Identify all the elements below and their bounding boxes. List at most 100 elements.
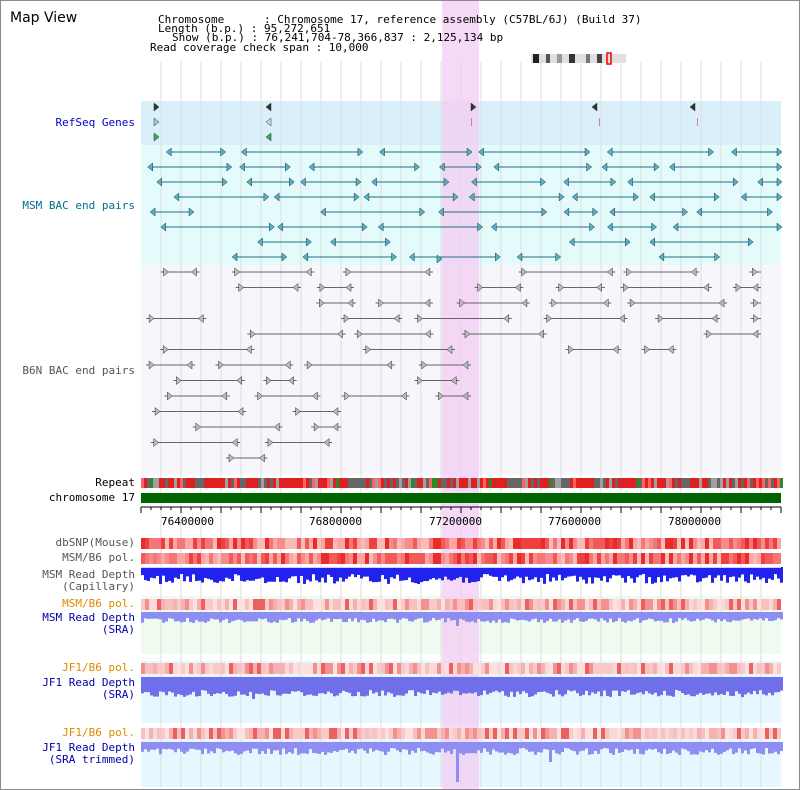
repeat-segment: [465, 478, 468, 488]
heatmap-cell: [165, 728, 169, 739]
read-depth-bar: [759, 742, 762, 754]
read-depth-bar: [690, 742, 693, 755]
heatmap-cell: [477, 728, 481, 739]
heatmap-cell: [601, 663, 605, 674]
read-depth-bar: [654, 742, 657, 749]
read-depth-bar: [765, 612, 768, 619]
read-depth-bar: [393, 742, 396, 749]
read-depth-bar: [324, 742, 327, 755]
bac-end-arrow: [752, 267, 758, 277]
heatmap-cell: [473, 538, 477, 549]
read-depth-bar: [639, 677, 642, 693]
heatmap-cell: [685, 728, 689, 739]
heatmap-cell: [485, 538, 489, 549]
read-depth-bar: [396, 677, 399, 696]
read-depth-bar: [216, 742, 219, 749]
heatmap-cell: [577, 599, 581, 610]
heatmap-cell: [621, 728, 625, 739]
bac-end-arrow: [644, 344, 650, 355]
read-depth-bar: [201, 742, 204, 755]
repeat-segment: [222, 478, 225, 488]
read-depth-bar: [438, 612, 441, 620]
track-label-msm-bac[interactable]: MSM BAC end pairs: [22, 199, 135, 212]
heatmap-cell: [281, 663, 285, 674]
highlight-region: [442, 1, 479, 789]
heatmap-cell: [409, 728, 413, 739]
read-depth-bar: [393, 677, 396, 697]
repeat-segment: [165, 478, 168, 488]
repeat-segment: [315, 478, 318, 488]
read-depth-bar: [534, 612, 537, 619]
heatmap-cell: [385, 728, 389, 739]
heatmap-cell: [753, 728, 757, 739]
read-depth-bar: [753, 567, 756, 580]
read-depth-bar: [651, 567, 654, 584]
bac-end-arrow: [308, 162, 315, 172]
read-depth-bar: [165, 612, 168, 622]
read-depth-bar: [327, 567, 330, 575]
repeat-segment: [543, 478, 546, 488]
track-label-jf1-read-depth-sra-sub: (SRA): [101, 688, 135, 701]
bac-end-arrow: [767, 207, 773, 217]
bac-end-arrow: [651, 222, 657, 232]
read-depth-bar: [462, 567, 465, 583]
repeat-segment: [693, 478, 696, 488]
read-depth-bar: [693, 612, 696, 622]
heatmap-cell: [521, 538, 525, 549]
heatmap-cell: [417, 599, 421, 610]
heatmap-cell: [741, 663, 745, 674]
heatmap-cell: [613, 553, 617, 564]
track-label-chromosome: chromosome 17: [48, 491, 135, 504]
heatmap-cell: [249, 553, 253, 564]
track-label-refseq[interactable]: RefSeq Genes: [55, 116, 135, 129]
read-depth-bar: [465, 742, 468, 754]
read-depth-bar: [315, 612, 318, 621]
heatmap-cell: [657, 663, 661, 674]
repeat-segment: [585, 478, 588, 488]
heatmap-cell: [569, 538, 573, 549]
heatmap-cell: [577, 538, 581, 549]
read-depth-bar: [426, 742, 429, 753]
heatmap-cell: [641, 538, 645, 549]
read-depth-bar: [270, 612, 273, 623]
read-depth-bar: [633, 567, 636, 583]
track-label-b6n-bac[interactable]: B6N BAC end pairs: [22, 364, 135, 377]
heatmap-cell: [629, 599, 633, 610]
heatmap-cell: [777, 538, 781, 549]
read-depth-bar: [705, 742, 708, 751]
read-depth-bar: [477, 567, 480, 582]
repeat-segment: [648, 478, 651, 488]
bac-end-arrow: [153, 437, 160, 448]
read-depth-bar: [576, 567, 579, 582]
repeat-segment: [288, 478, 291, 488]
heatmap-cell: [293, 538, 297, 549]
read-depth-bar: [201, 567, 204, 583]
bac-end-arrow: [344, 391, 351, 401]
bac-end-arrow: [657, 313, 664, 324]
heatmap-cell: [497, 728, 501, 739]
heatmap-cell: [549, 538, 553, 549]
heatmap-cell: [653, 728, 657, 739]
bac-end-arrow: [521, 267, 528, 277]
heatmap-cell: [265, 728, 269, 739]
read-depth-bar: [417, 742, 420, 749]
bac-end-arrow: [263, 192, 270, 202]
read-depth-bar: [222, 677, 225, 692]
read-depth-bar: [291, 612, 294, 623]
heatmap-cell: [713, 553, 717, 564]
heatmap-cell: [705, 599, 709, 610]
read-depth-bar: [345, 677, 348, 692]
read-depth-bar: [312, 742, 315, 754]
heatmap-cell: [205, 663, 209, 674]
heatmap-cell: [233, 728, 237, 739]
heatmap-cell: [557, 599, 561, 610]
heatmap-cell: [725, 538, 729, 549]
bac-end-arrow: [735, 282, 742, 293]
heatmap-cell: [649, 553, 653, 564]
read-depth-bar: [543, 677, 546, 692]
heatmap-cell: [697, 538, 701, 549]
read-depth-bar: [165, 742, 168, 750]
read-depth-bar: [606, 742, 609, 749]
read-depth-bar: [342, 567, 345, 582]
